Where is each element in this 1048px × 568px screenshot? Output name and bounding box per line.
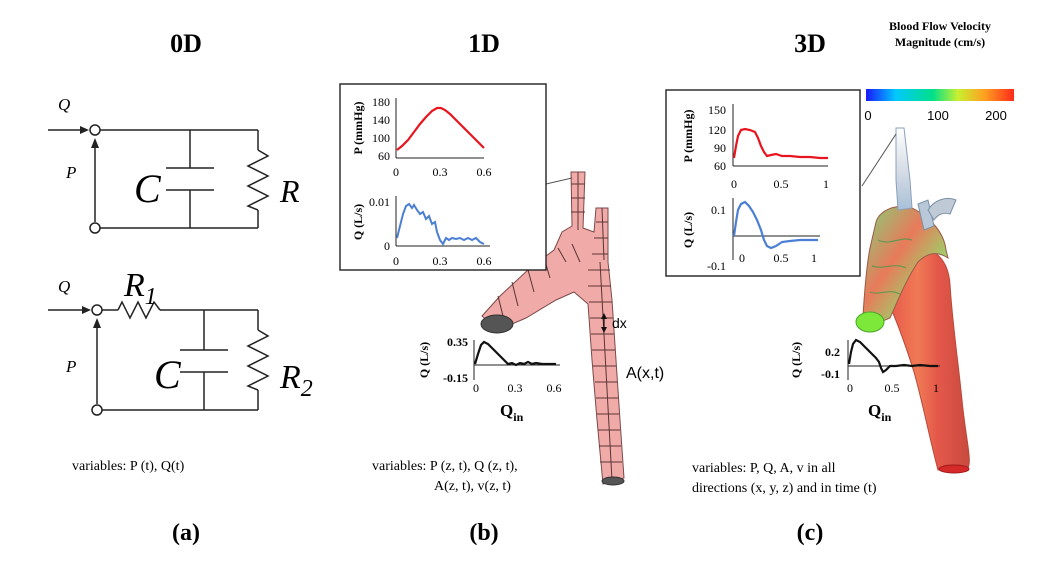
caption-b: (b) [469, 520, 498, 546]
inflow-xtick-1d-03: 0.3 [508, 381, 523, 395]
inflow-ytick-3d-m01: -0.1 [821, 367, 840, 381]
p-xtick-1d-0: 0 [393, 165, 399, 179]
p-xtick-1d-06: 0.6 [477, 165, 492, 179]
q-ylabel-3d: Q (L/s) [681, 212, 695, 248]
heading-0d: 0D [170, 29, 202, 58]
circuit-rc [48, 124, 270, 234]
pressure-plot-3d: P (mmHg) 150 120 90 60 0 0.5 1 [681, 103, 829, 191]
flow-label-q1: Q [58, 95, 70, 114]
inflow-title-1d: Qin [500, 401, 524, 424]
q-ytick-3d-0: 0 [739, 251, 745, 265]
q-ytick-1d-0: 0 [384, 239, 390, 253]
vessel-model-3d [855, 127, 970, 474]
caption-a: (a) [172, 520, 200, 546]
pressure-label-p1: P [65, 163, 76, 182]
flow-plot-1d: Q (L/s) 0.01 0 0 0.3 0.6 [351, 195, 492, 268]
variables-1d-line2: A(z, t), v(z, t) [434, 479, 511, 494]
p-ytick-1d-180: 180 [372, 95, 390, 109]
colorbar-tick-200: 200 [985, 108, 1007, 123]
inflow-curve-3d [847, 338, 938, 374]
pressure-plot-1d: P (mmHg) 180 140 100 60 0 0.3 0.6 [351, 95, 492, 179]
q-xtick-1d-0: 0 [393, 254, 399, 268]
p-ytick-1d-140: 140 [372, 113, 390, 127]
inflow-xtick-1d-0: 0 [473, 381, 479, 395]
dx-label: dx [612, 315, 627, 331]
p-ytick-1d-60: 60 [378, 149, 390, 163]
panel-a: 0D Q P C R [48, 29, 313, 546]
inflow-xtick-3d-0: 0 [847, 381, 853, 395]
variables-0d: variables: P (t), Q(t) [72, 459, 185, 474]
vessel-model-1d [480, 171, 625, 486]
colorbar-tick-100: 100 [927, 108, 949, 123]
p-ytick-1d-100: 100 [372, 131, 390, 145]
p-xtick-3d-05: 0.5 [774, 177, 789, 191]
pressure-curve-1d [396, 106, 485, 151]
heading-1d: 1D [468, 29, 500, 58]
p-xtick-3d-0: 0 [731, 177, 737, 191]
p-ylabel-1d: P (mmHg) [351, 102, 365, 155]
resistor-label-r: R [279, 173, 300, 209]
q-xtick-3d-05: 0.5 [774, 251, 789, 265]
p-xtick-1d-03: 0.3 [433, 165, 448, 179]
colorbar-title-line1: Blood Flow Velocity [889, 19, 991, 33]
q-ytick-3d-m01: -0.1 [707, 259, 726, 273]
flow-curve-3d [732, 200, 818, 250]
pressure-label-p2: P [65, 357, 76, 376]
q-xtick-1d-03: 0.3 [433, 254, 448, 268]
inflow-ylabel-1d: Q (L/s) [417, 342, 431, 378]
capacitor-label-c1: C [134, 166, 162, 211]
p-xtick-3d-1: 1 [823, 177, 829, 191]
q-xtick-1d-06: 0.6 [477, 254, 492, 268]
caption-c: (c) [797, 520, 824, 546]
q-xtick-3d-1: 1 [811, 251, 817, 265]
p-ytick-3d-150: 150 [708, 103, 726, 117]
q-ytick-3d-01: 0.1 [711, 203, 726, 217]
area-label: A(x,t) [626, 365, 664, 382]
q-ylabel-1d: Q (L/s) [351, 204, 365, 240]
panel-b: 1D [339, 29, 664, 546]
inflow-plot-1d: Q (L/s) 0.35 -0.15 0 0.3 0.6 Qin [417, 335, 562, 424]
inflow-xtick-3d-05: 0.5 [885, 381, 900, 395]
p-ytick-3d-90: 90 [714, 141, 726, 155]
inflow-ytick-1d-m015: -0.15 [443, 371, 468, 385]
inflow-xtick-3d-1: 1 [933, 381, 939, 395]
inflow-ylabel-3d: Q (L/s) [789, 342, 803, 378]
resistor-label-r2: R2 [279, 359, 313, 402]
inflow-ytick-1d-035: 0.35 [447, 335, 468, 349]
flow-label-q2: Q [58, 277, 70, 296]
colorbar-title-line2: Magnitude (cm/s) [895, 35, 985, 49]
inset-box-3d [665, 89, 861, 277]
inflow-ytick-3d-02: 0.2 [825, 345, 840, 359]
colorbar-gradient [866, 89, 1014, 101]
p-ylabel-3d: P (mmHg) [681, 110, 695, 163]
p-ytick-3d-120: 120 [708, 123, 726, 137]
pressure-curve-3d [732, 127, 828, 160]
variables-3d-line1: variables: P, Q, A, v in all [692, 461, 836, 476]
inflow-title-3d: Qin [868, 401, 892, 424]
p-ytick-3d-60: 60 [714, 159, 726, 173]
circuit-rcr [48, 300, 270, 416]
flow-plot-3d: Q (L/s) 0.1 0 -0.1 0.5 1 [681, 198, 820, 273]
inflow-xtick-1d-06: 0.6 [547, 381, 562, 395]
capacitor-label-c2: C [154, 352, 182, 397]
variables-1d-line1: variables: P (z, t), Q (z, t), [372, 459, 518, 474]
panel-c: 3D Blood Flow Velocity Magnitude (cm/s) … [665, 19, 1014, 546]
inflow-curve-1d [473, 340, 556, 367]
colorbar-tick-0: 0 [864, 108, 871, 123]
variables-3d-line2: directions (x, y, z) and in time (t) [692, 481, 877, 496]
colorbar: Blood Flow Velocity Magnitude (cm/s) 0 1… [864, 19, 1014, 123]
q-ytick-1d-001: 0.01 [369, 195, 390, 209]
heading-3d: 3D [794, 29, 826, 58]
resistor-label-r1: R1 [123, 267, 157, 310]
inset-box-1d [339, 83, 547, 271]
inflow-plot-3d: Q (L/s) 0.2 -0.1 0 0.5 1 Qin [789, 338, 940, 424]
flow-curve-1d [396, 202, 485, 246]
